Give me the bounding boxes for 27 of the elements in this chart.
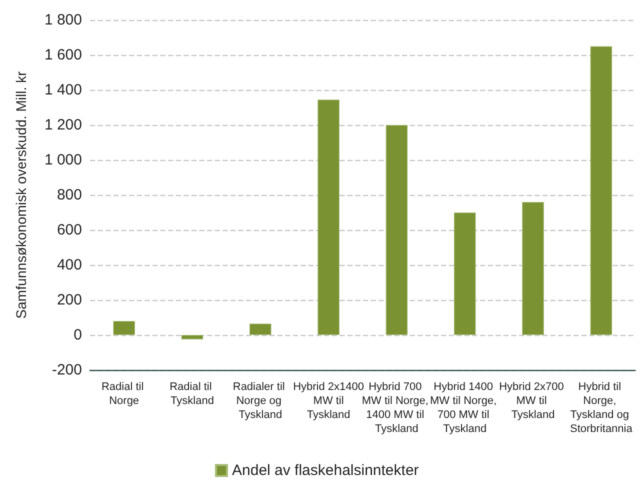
y-tick-label: 1 600 <box>44 46 82 64</box>
y-tick-label: 600 <box>56 222 82 238</box>
bar <box>113 321 135 335</box>
bar <box>249 324 272 335</box>
y-tick-label: 400 <box>56 256 82 274</box>
bar <box>386 125 408 335</box>
x-tick-label: Radial til Norge <box>101 381 147 407</box>
y-tick-label: 1 000 <box>44 152 82 168</box>
bar <box>318 100 340 335</box>
x-tick-label: Hybrid til Norge, Tyskland og Storbritannia <box>570 381 634 435</box>
bar <box>454 212 476 335</box>
y-tick-label: 1 200 <box>44 116 82 134</box>
bar <box>590 46 612 335</box>
y-tick-label: 1 400 <box>44 82 82 98</box>
y-tick-label: 200 <box>56 292 82 308</box>
legend-label: Andel av flaskehalsinntekter <box>232 462 419 479</box>
y-tick-label: -200 <box>52 362 82 378</box>
bar <box>181 335 204 340</box>
x-tick-label: Radial til Tyskland <box>170 381 215 407</box>
y-tick-label: 800 <box>56 186 82 204</box>
y-tick-label: 0 <box>74 326 82 344</box>
y-axis-title: Samfunnsøkonomisk overskudd. Mill. kr <box>13 70 29 319</box>
bar <box>522 202 544 335</box>
x-tick-label: Radialer til Norge og Tyskland <box>232 381 288 421</box>
y-tick-label: 1 800 <box>44 12 82 28</box>
x-tick-label: Hybrid 2x700 MW til Tyskland <box>499 381 567 421</box>
x-tick-label: Hybrid 1400 MW til Norge, 700 MW til Tyskland <box>430 381 500 435</box>
